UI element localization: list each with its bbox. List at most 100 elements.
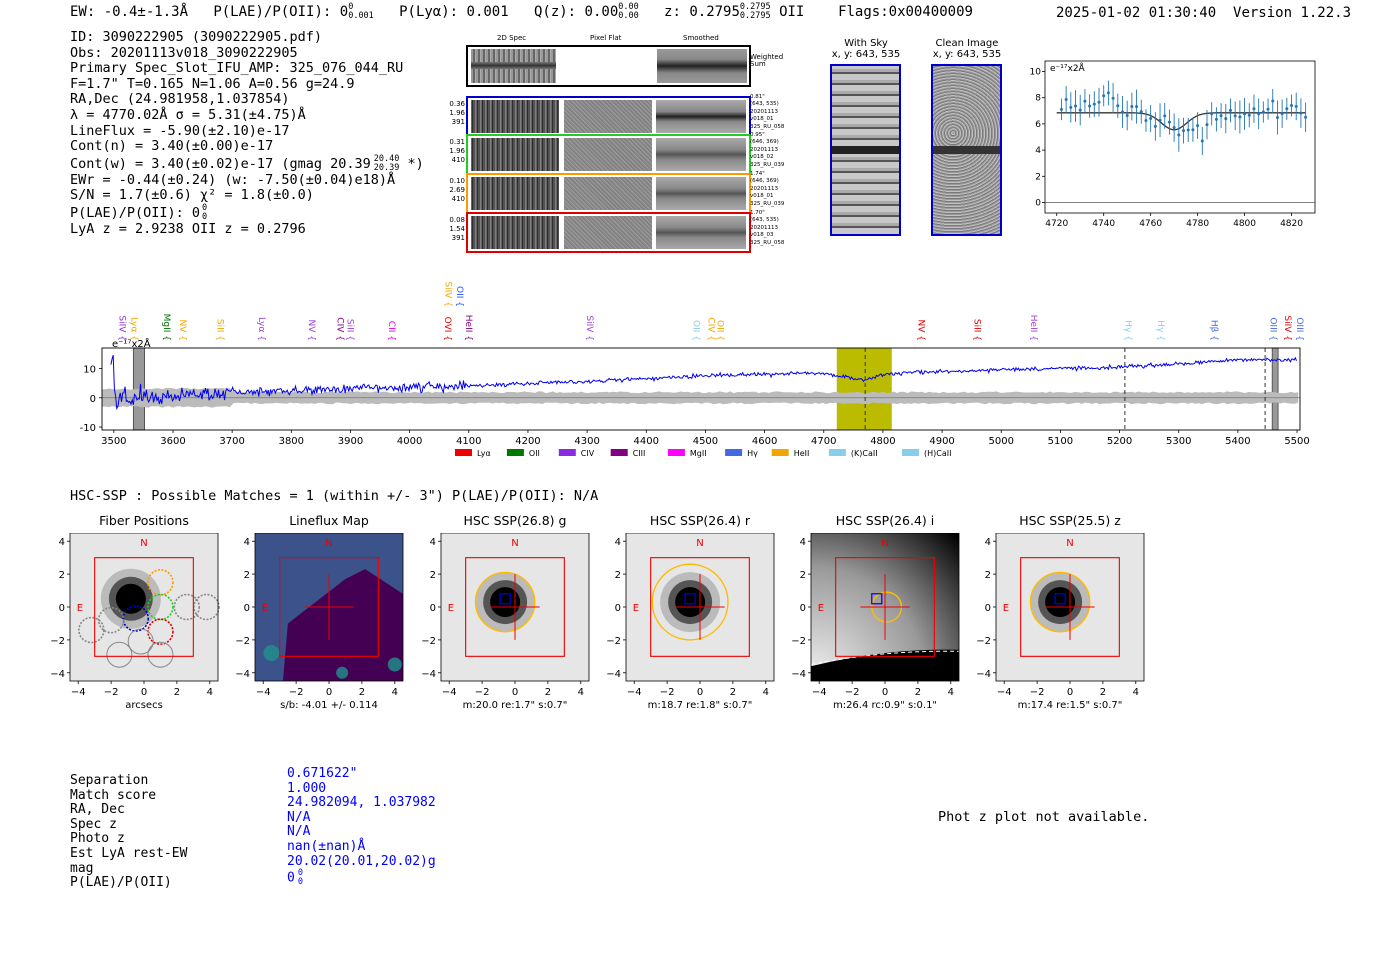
- panel-ytick-label: −4: [976, 669, 991, 680]
- header-plae-value: 0: [339, 4, 349, 20]
- search-box: [835, 557, 935, 657]
- fiber-stat: 0.31: [449, 138, 465, 146]
- panel-ytick-label: 4: [800, 537, 806, 548]
- fiber-row: [466, 173, 751, 214]
- zoom-data-point: [1275, 115, 1279, 119]
- with-sky-title: With Sky x, y: 643, 535: [824, 38, 908, 60]
- match-label: P(LAE)/P(OII): [70, 875, 172, 891]
- info-plae-sup: 0: [202, 202, 208, 213]
- line-marker-label: OII {: [691, 320, 701, 341]
- info-obs: Obs: 20201113v018_3090222905: [70, 44, 298, 61]
- match-value: N/A: [287, 824, 311, 840]
- spectrum-xtick-label: 5400: [1225, 436, 1250, 447]
- panel-xtick-label: 2: [915, 687, 921, 698]
- search-box: [465, 557, 565, 657]
- header-z-line: OII: [779, 4, 805, 20]
- spectrum-xtick-label: 4400: [634, 436, 659, 447]
- fiber-row: [466, 134, 751, 175]
- zoom-data-point: [1177, 133, 1181, 137]
- spectrum-xtick-label: 3500: [101, 436, 126, 447]
- header-z-sup: 0.2795: [739, 2, 771, 12]
- zoom-data-point: [1088, 104, 1092, 108]
- clean-image-title-text: Clean Image: [935, 38, 999, 49]
- zoom-data-point: [1247, 113, 1251, 117]
- header-line: EW: -0.4±-1.3Å P(LAE)/P(OII): 00 0.001 P(…: [70, 3, 973, 21]
- catalog-box: [684, 593, 696, 605]
- zoom-data-point: [1059, 107, 1063, 111]
- zoom-data-point: [1252, 107, 1256, 111]
- lineflux-region: [282, 569, 403, 681]
- galaxy-core: [675, 587, 706, 618]
- panel-xtick-label: 4: [948, 687, 954, 698]
- search-box: [1020, 557, 1120, 657]
- zoom-data-point: [1266, 107, 1270, 111]
- weighted-sum-row: [466, 45, 751, 87]
- fiber-circle: [127, 628, 154, 655]
- full-spectrum-plot: e⁻¹⁷x2Å SiIV {Lyα {MgII {NV {SiII {Lyα {…: [80, 281, 1310, 458]
- fiber-smoothed: [656, 138, 746, 171]
- fiber-circle: [173, 593, 201, 621]
- panel-ytick-label: 4: [985, 537, 991, 548]
- spectrum-legend: Lyα OII CIV CIII MgII Hγ HeII (K)CaII (H)CaII: [455, 449, 951, 458]
- hsc-panel-image: N E −4 −4 −2 −2 0 0 2 2 4 4 s/b: -4.01 +/- 0.114: [235, 533, 404, 711]
- zoom-data-point: [1069, 105, 1073, 109]
- spectrum-xtick-label: 4300: [574, 436, 599, 447]
- spectrum-xtick-label: 4800: [870, 436, 895, 447]
- spectrum-frame: [101, 347, 1301, 431]
- zoom-data-point: [1196, 124, 1200, 128]
- clean-image: [931, 64, 1002, 236]
- line-marker-label: CII {: [386, 321, 396, 341]
- hsc-matches-line: HSC-SSP : Possible Matches = 1 (within +…: [70, 488, 599, 504]
- fiber-meta-line: 20201113: [750, 108, 778, 115]
- zoom-xtick-label: 4760: [1139, 219, 1162, 229]
- line-marker-label: MgII {: [161, 314, 171, 341]
- fiber-meta-line: 325_RU_058: [750, 239, 785, 246]
- zoom-data-point: [1210, 112, 1214, 116]
- panel-ytick-label: −2: [421, 636, 436, 647]
- panel-ytick-label: 4: [244, 537, 250, 548]
- spectrum-xtick-label: 3900: [338, 436, 363, 447]
- fiber-smoothed: [656, 177, 746, 210]
- zoom-data-point: [1144, 118, 1148, 122]
- legend-label: MgII: [690, 449, 707, 458]
- zoom-data-point: [1153, 124, 1157, 128]
- zoom-ytick-label: 0: [1035, 199, 1041, 209]
- fiber-cutouts: 2D Spec Pixel Flat Smoothed Weighted Sum…: [445, 33, 790, 258]
- legend-label: CIII: [633, 449, 646, 458]
- match-value: 1.000: [287, 780, 327, 796]
- fiber-meta: 0.81" (643, 535) 20201113 v018_01 325_RU_058: [750, 94, 792, 131]
- match-value-sub: 0: [297, 877, 303, 888]
- match-label: Separation: [70, 773, 149, 788]
- hsc-panel-image: N E −4 −4 −2 −2 0 0 2 2 4 4 m:17.4 re:1.5" s:0.7": [976, 533, 1145, 711]
- catalog-box: [1054, 593, 1066, 605]
- lineflux-blob: [263, 645, 280, 662]
- hsc-panel-title: HSC SSP(25.5) z: [1019, 513, 1121, 528]
- fiber-circle: [147, 641, 174, 668]
- east-label: E: [818, 603, 824, 614]
- spectrum-xtick-label: 5000: [989, 436, 1014, 447]
- panel-xtick-label: −4: [71, 687, 86, 698]
- panel-xtick-label: 4: [578, 687, 584, 698]
- lineflux-blob: [336, 666, 349, 679]
- line-marker-label: Hγ {: [1122, 320, 1132, 341]
- panel-ytick-label: −2: [235, 636, 250, 647]
- fiber-meta-line: (643, 535): [750, 101, 779, 108]
- panel-ytick-label: 0: [244, 603, 250, 614]
- zoom-data-point: [1078, 108, 1082, 112]
- fiber-2dspec: [471, 216, 559, 249]
- hsc-panel-title: Lineflux Map: [289, 513, 369, 528]
- fiber-meta: 0.95" (646, 369) 20201113 v018_02 325_RU_039: [750, 132, 792, 169]
- line-marker-label: CIV {: [334, 317, 344, 341]
- zoom-data-point: [1158, 118, 1162, 122]
- fiber-meta-line: (646, 369): [750, 139, 779, 146]
- header-right: 2025-01-02 01:30:40 Version 1.22.3: [1056, 5, 1351, 21]
- info-lyaz: LyA z = 2.9238 OII z = 0.2796: [70, 220, 306, 237]
- zoom-data-point: [1135, 105, 1139, 109]
- info-contw-text: Cont(w) = 3.40(±0.02)e-17 (gmag 20.39: [70, 155, 371, 172]
- info-id: ID: 3090222905 (3090222905.pdf): [70, 29, 322, 45]
- panel-xtick-label: −2: [289, 687, 304, 698]
- fiber-meta-line: v018_01: [750, 116, 774, 123]
- line-marker-label: Lyα {: [256, 317, 266, 341]
- fiber-stats: 0.10 2.69 410: [445, 177, 465, 204]
- panel-xtick-label: 2: [174, 687, 180, 698]
